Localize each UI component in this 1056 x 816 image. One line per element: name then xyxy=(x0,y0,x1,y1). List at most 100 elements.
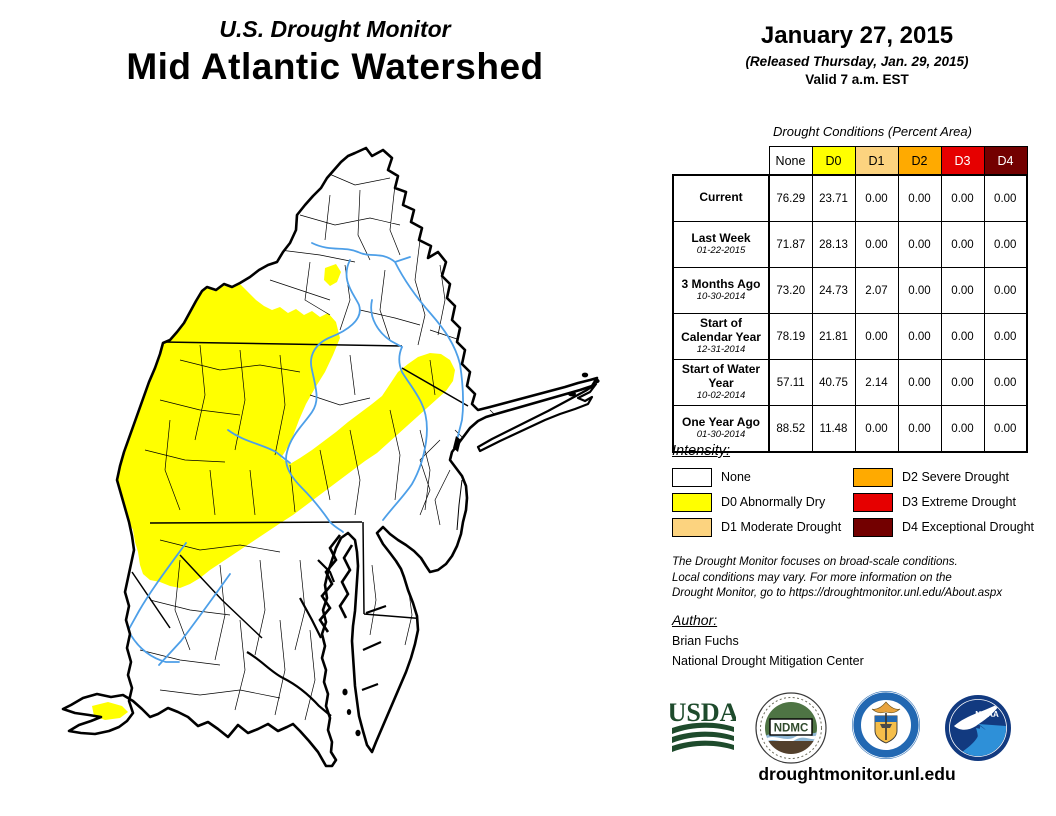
legend-label: None xyxy=(721,470,751,484)
row-label-text: 3 Months Ago xyxy=(681,276,761,291)
row-label: Start of Calendar Year 12-31-2014 xyxy=(672,313,770,360)
cell-value: 11.48 xyxy=(811,405,856,453)
d0-swatch xyxy=(672,492,712,512)
cell-value: 88.52 xyxy=(768,405,813,453)
legend-item-d0: D0 Abnormally Dry xyxy=(672,492,841,512)
svg-text:USDA: USDA xyxy=(670,700,736,727)
cell-value: 0.00 xyxy=(897,174,942,222)
row-label-text: Start of Water Year xyxy=(681,361,761,390)
d4-swatch xyxy=(853,517,893,537)
report-subtitle: U.S. Drought Monitor xyxy=(219,16,451,42)
cell-value: 28.13 xyxy=(811,221,856,268)
d2-swatch xyxy=(853,467,893,487)
cell-value: 0.00 xyxy=(983,359,1028,406)
col-header-d0: D0 xyxy=(811,146,856,176)
col-header-d2: D2 xyxy=(897,146,942,176)
date-block: January 27, 2015 (Released Thursday, Jan… xyxy=(668,22,1046,87)
cell-value: 0.00 xyxy=(897,221,942,268)
cell-value: 24.73 xyxy=(811,267,856,314)
legend-label: D0 Abnormally Dry xyxy=(721,495,826,509)
cell-value: 0.00 xyxy=(940,174,985,222)
cell-value: 0.00 xyxy=(940,359,985,406)
cell-value: 0.00 xyxy=(897,359,942,406)
legend-label: D1 Moderate Drought xyxy=(721,520,842,534)
header-spacer xyxy=(673,146,769,175)
cell-value: 0.00 xyxy=(940,267,985,314)
long-island xyxy=(453,372,600,453)
coastal-islands xyxy=(568,372,600,397)
col-header-none: None xyxy=(768,146,813,176)
d3-swatch xyxy=(853,492,893,512)
cell-value: 76.29 xyxy=(768,174,813,222)
table-row: Start of Water Year 10-02-2014 57.11 40.7… xyxy=(672,359,1028,406)
drought-conditions-table: None D0 D1 D2 D3 D4 Current 76.29 23.71 … xyxy=(672,146,1028,453)
cell-value: 23.71 xyxy=(811,174,856,222)
row-label: One Year Ago 01-30-2014 xyxy=(672,405,770,453)
cell-value: 71.87 xyxy=(768,221,813,268)
row-label-date: 10-30-2014 xyxy=(696,291,746,303)
county-lines xyxy=(139,169,496,721)
table-row: Last Week 01-22-2015 71.87 28.13 0.00 0.0… xyxy=(672,221,1028,268)
legend-item-d3: D3 Extreme Drought xyxy=(853,492,1034,512)
cell-value: 0.00 xyxy=(854,174,899,222)
cell-value: 0.00 xyxy=(983,174,1028,222)
cell-value: 0.00 xyxy=(940,405,985,453)
table-row: Start of Calendar Year 12-31-2014 78.19 2… xyxy=(672,313,1028,360)
cell-value: 0.00 xyxy=(854,405,899,453)
cell-value: 2.14 xyxy=(854,359,899,406)
legend-item-none: None xyxy=(672,467,841,487)
none-swatch xyxy=(672,467,712,487)
col-header-d1: D1 xyxy=(854,146,899,176)
disclaimer: The Drought Monitor focuses on broad-sca… xyxy=(672,555,1056,602)
state-borders xyxy=(131,341,469,639)
ndmc-logo-text: NDMC xyxy=(774,723,809,735)
cell-value: 0.00 xyxy=(940,221,985,268)
cell-value: 57.11 xyxy=(768,359,813,406)
disclaimer-line: Drought Monitor, go to https://droughtmo… xyxy=(672,587,1003,600)
cell-value: 78.19 xyxy=(768,313,813,360)
legend-column-left: None D0 Abnormally Dry D1 Moderate Droug… xyxy=(672,467,842,537)
author-name: Brian Fuchs xyxy=(672,634,739,648)
manhattan xyxy=(453,436,461,452)
row-label-text: Last Week xyxy=(691,230,751,245)
cell-value: 0.00 xyxy=(854,313,899,360)
row-label-date: 10-02-2014 xyxy=(696,390,746,402)
cell-value: 0.00 xyxy=(897,405,942,453)
nj-barrier-line xyxy=(456,479,463,531)
row-label-text: Current xyxy=(699,190,743,205)
table-row: 3 Months Ago 10-30-2014 73.20 24.73 2.07 … xyxy=(672,267,1028,314)
legend-column-right: D2 Severe Drought D3 Extreme Drought D4 … xyxy=(853,467,1034,537)
usda-logo: USDA xyxy=(668,698,739,757)
row-label-date: 12-31-2014 xyxy=(696,344,746,356)
row-label-date: 01-22-2015 xyxy=(696,245,746,257)
cell-value: 0.00 xyxy=(940,313,985,360)
col-header-d4: D4 xyxy=(983,146,1028,176)
cell-value: 0.00 xyxy=(983,267,1028,314)
table-header-row: None D0 D1 D2 D3 D4 xyxy=(673,146,1028,176)
legend-heading: Intensity: xyxy=(672,443,731,459)
cell-value: 2.07 xyxy=(854,267,899,314)
cell-value: 21.81 xyxy=(811,313,856,360)
row-label: 3 Months Ago 10-30-2014 xyxy=(672,267,770,314)
author-org: National Drought Mitigation Center xyxy=(672,654,864,668)
row-label: Start of Water Year 10-02-2014 xyxy=(672,359,770,406)
cell-value: 0.00 xyxy=(983,221,1028,268)
disclaimer-line: The Drought Monitor focuses on broad-sca… xyxy=(672,556,958,568)
map-date: January 27, 2015 xyxy=(760,22,954,49)
legend-item-d1: D1 Moderate Drought xyxy=(672,517,842,537)
drought-map xyxy=(30,115,670,805)
legend-label: D2 Severe Drought xyxy=(902,470,1010,484)
watershed-outline xyxy=(61,146,599,768)
row-label: Last Week 01-22-2015 xyxy=(672,221,770,268)
legend-label: D3 Extreme Drought xyxy=(902,495,1016,509)
table-row: Current 76.29 23.71 0.00 0.00 0.00 0.00 xyxy=(672,174,1028,222)
doc-logo xyxy=(851,690,921,765)
noaa-logo: NOAA xyxy=(944,694,1012,767)
noaa-logo-text: NOAA xyxy=(975,710,999,719)
table-caption: Drought Conditions (Percent Area) xyxy=(773,124,972,139)
row-label: Current xyxy=(672,174,770,222)
legend-item-d2: D2 Severe Drought xyxy=(853,467,1034,487)
chesapeake-bay-detail xyxy=(246,534,387,737)
bay-islands xyxy=(342,688,361,737)
